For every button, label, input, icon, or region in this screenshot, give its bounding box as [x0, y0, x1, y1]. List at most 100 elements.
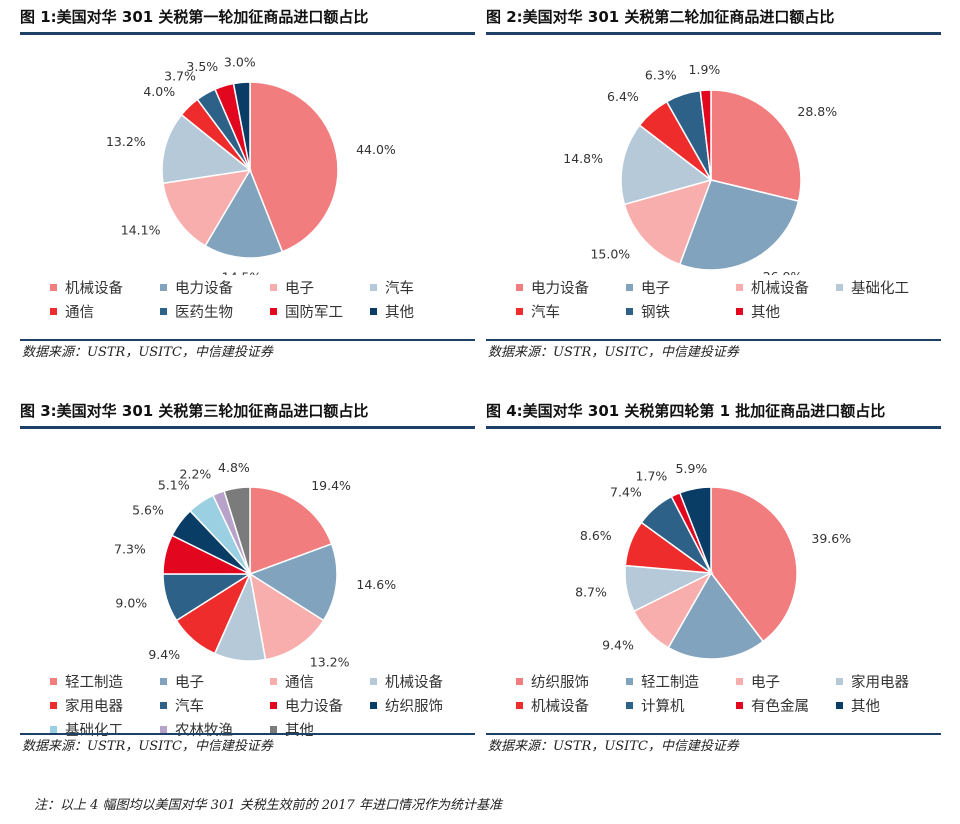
- legend-label: 机械设备: [65, 281, 123, 297]
- legend-item: 电子: [626, 278, 670, 300]
- legend-swatch: [836, 701, 843, 709]
- legend-swatch: [50, 283, 57, 291]
- legend-swatch: [160, 701, 167, 709]
- data-label: 39.6%: [811, 531, 851, 546]
- title-rule: [20, 32, 475, 35]
- legend-label: 基础化工: [65, 723, 123, 739]
- pie-slice-11: [223, 486, 251, 575]
- data-label: 6.4%: [607, 89, 639, 104]
- legend-swatch: [836, 283, 843, 291]
- legend-label: 机械设备: [531, 699, 589, 715]
- pie-slice-3: [623, 178, 713, 266]
- footnote: 注：以上 4 幅图均以美国对华 301 关税生效前的 2017 年进口情况作为统…: [34, 798, 502, 813]
- legend-item: 基础化工: [836, 278, 909, 300]
- chart-title: 图 4:美国对华 301 关税第四轮第 1 批加征商品进口额占比: [486, 402, 886, 420]
- legend-item: 汽车: [370, 278, 414, 300]
- legend-swatch: [160, 283, 167, 291]
- pie-slice-3: [248, 572, 325, 661]
- source-note: 数据来源：USTR，USITC，中信建投证券: [488, 345, 739, 360]
- legend-item: 家用电器: [50, 696, 123, 718]
- data-label: 9.4%: [602, 638, 634, 653]
- legend-item: 农林牧渔: [160, 720, 233, 742]
- data-label: 14.8%: [563, 151, 603, 166]
- legend-label: 机械设备: [751, 281, 809, 297]
- legend-swatch: [50, 701, 57, 709]
- data-label: 14.6%: [356, 577, 396, 592]
- legend-swatch: [160, 307, 167, 315]
- legend-swatch: [626, 701, 633, 709]
- legend-swatch: [626, 677, 633, 685]
- legend-item: 汽车: [160, 696, 204, 718]
- legend-swatch: [270, 677, 277, 685]
- data-label: 8.6%: [580, 528, 612, 543]
- data-label: 13.2%: [310, 655, 350, 669]
- legend-swatch: [516, 283, 523, 291]
- data-label: 1.7%: [636, 468, 668, 483]
- pie-slice-3: [162, 169, 252, 247]
- legend-label: 电力设备: [285, 699, 343, 715]
- legend-item: 电力设备: [160, 278, 233, 300]
- legend-item: 电子: [270, 278, 314, 300]
- legend-label: 有色金属: [751, 699, 809, 715]
- pie-slice-4: [620, 124, 713, 206]
- legend-label: 机械设备: [385, 675, 443, 691]
- pie-chart-3: 19.4%14.6%13.2%9.5%9.4%9.0%7.3%5.6%5.1%2…: [114, 460, 396, 669]
- pie-chart-2: 28.8% 26.9% 15.0% 14.8% 6.4% 6.3% 1.9%: [563, 62, 837, 275]
- legend-swatch: [270, 701, 277, 709]
- legend-item: 纺织服饰: [370, 696, 443, 718]
- data-label: 3.0%: [224, 55, 256, 70]
- data-label: 15.0%: [590, 247, 630, 262]
- legend-item: 医药生物: [160, 302, 233, 324]
- data-label: 13.2%: [106, 134, 146, 149]
- data-label: 4.0%: [143, 84, 175, 99]
- legend-swatch: [270, 283, 277, 291]
- legend-swatch: [736, 283, 743, 291]
- data-label: 9.0%: [115, 596, 147, 611]
- pie-chart-4: 39.6%18.6%9.4%8.7%8.6%7.4%1.7%5.9%: [575, 461, 851, 660]
- legend-swatch: [736, 307, 743, 315]
- pie-slice-7: [699, 89, 712, 181]
- legend-swatch: [160, 725, 167, 733]
- legend-item: 机械设备: [516, 696, 589, 718]
- pie-slice-1: [249, 486, 333, 576]
- legend-label: 电力设备: [175, 281, 233, 297]
- data-label: 7.4%: [610, 485, 642, 500]
- legend-label: 通信: [285, 675, 314, 691]
- data-label: 14.1%: [121, 222, 161, 237]
- legend-item: 电力设备: [270, 696, 343, 718]
- data-label: 7.3%: [114, 542, 146, 557]
- legend-item: 家用电器: [836, 672, 909, 694]
- legend-label: 国防军工: [285, 305, 343, 321]
- legend-label: 钢铁: [641, 305, 670, 321]
- legend-label: 其他: [751, 305, 780, 321]
- data-label: 44.0%: [356, 142, 396, 157]
- legend-item: 其他: [836, 696, 880, 718]
- data-label: 6.3%: [645, 68, 677, 83]
- legend-item: 电力设备: [516, 278, 589, 300]
- legend-label: 轻工制造: [641, 675, 699, 691]
- legend-swatch: [370, 283, 377, 291]
- legend-label: 医药生物: [175, 305, 233, 321]
- source-note: 数据来源：USTR，USITC，中信建投证券: [22, 739, 273, 754]
- legend-swatch: [50, 725, 57, 733]
- legend-swatch: [516, 701, 523, 709]
- legend-item: 其他: [736, 302, 780, 324]
- source-rule: [486, 339, 941, 341]
- legend-swatch: [50, 307, 57, 315]
- legend-label: 纺织服饰: [531, 675, 589, 691]
- legend-swatch: [736, 701, 743, 709]
- source-note: 数据来源：USTR，USITC，中信建投证券: [22, 345, 273, 360]
- data-label: 9.4%: [148, 647, 180, 662]
- legend-label: 纺织服饰: [385, 699, 443, 715]
- data-label: 8.7%: [575, 585, 607, 600]
- legend-label: 家用电器: [65, 699, 123, 715]
- legend-swatch: [736, 677, 743, 685]
- legend-swatch: [160, 677, 167, 685]
- pie-slice-4: [161, 113, 252, 185]
- chart-title: 图 1:美国对华 301 关税第一轮加征商品进口额占比: [20, 8, 369, 26]
- legend-swatch: [50, 677, 57, 685]
- pie-slice-8: [232, 81, 251, 171]
- legend-item: 有色金属: [736, 696, 809, 718]
- legend-label: 轻工制造: [65, 675, 123, 691]
- data-label: 28.8%: [797, 104, 837, 119]
